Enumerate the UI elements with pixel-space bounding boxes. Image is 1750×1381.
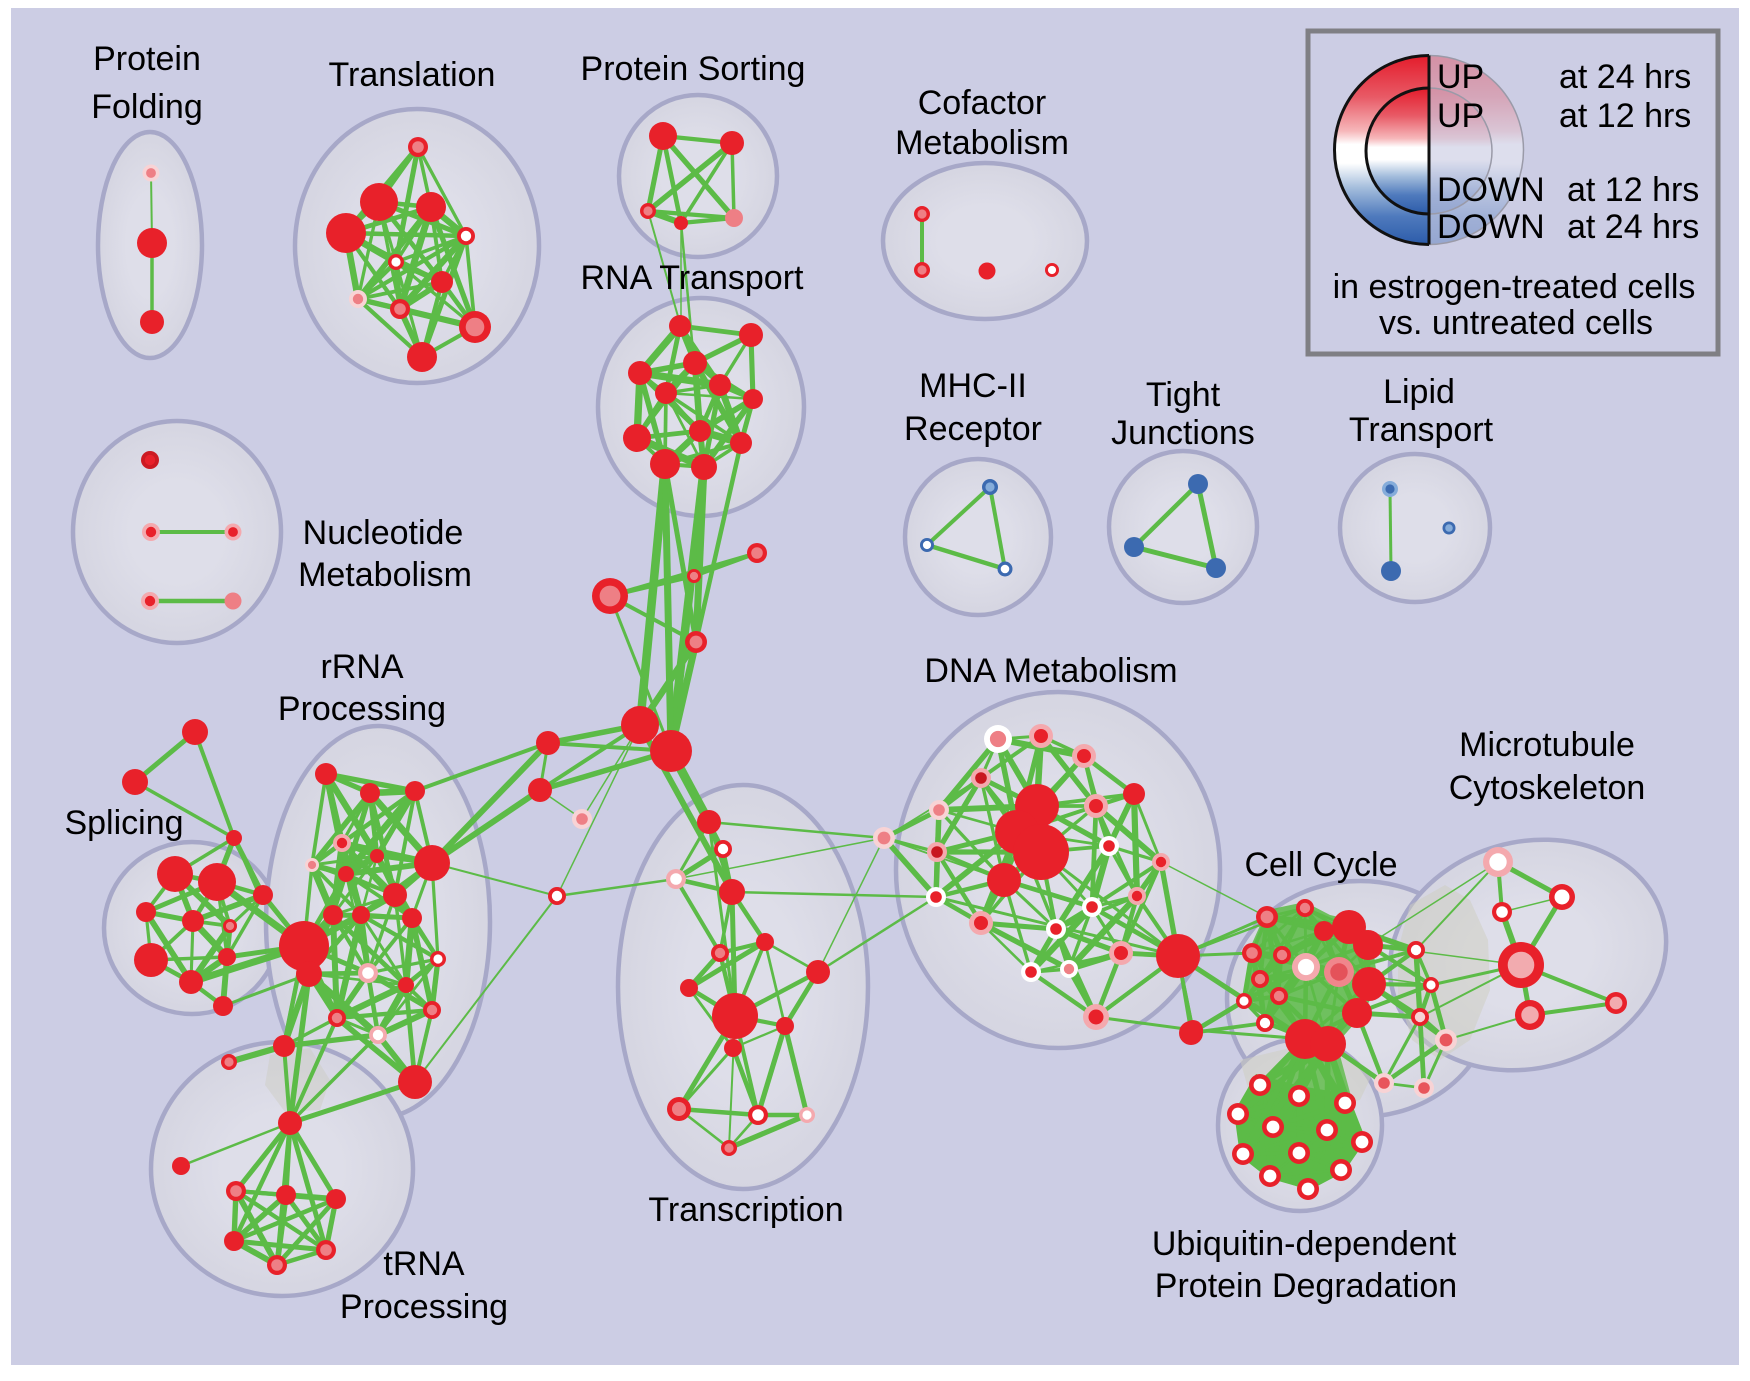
svg-text:Receptor: Receptor (904, 410, 1042, 448)
svg-text:Microtubule: Microtubule (1459, 726, 1635, 764)
svg-text:rRNA: rRNA (320, 648, 403, 686)
svg-text:Junctions: Junctions (1111, 414, 1255, 452)
svg-text:at 12 hrs: at 12 hrs (1559, 97, 1691, 135)
svg-text:Transcription: Transcription (648, 1191, 843, 1229)
svg-text:Processing: Processing (340, 1288, 508, 1326)
svg-text:UP: UP (1437, 58, 1484, 96)
svg-text:at 24 hrs: at 24 hrs (1567, 208, 1699, 246)
svg-text:at 12 hrs: at 12 hrs (1567, 171, 1699, 209)
svg-text:DNA Metabolism: DNA Metabolism (924, 652, 1177, 690)
svg-text:MHC-II: MHC-II (919, 367, 1027, 405)
svg-text:DOWN: DOWN (1437, 208, 1545, 246)
svg-text:Lipid: Lipid (1383, 373, 1455, 411)
svg-text:Cell Cycle: Cell Cycle (1244, 846, 1397, 884)
svg-text:Tight: Tight (1146, 376, 1221, 414)
svg-text:Folding: Folding (91, 88, 203, 126)
svg-text:Transport: Transport (1349, 411, 1494, 449)
svg-text:Metabolism: Metabolism (298, 556, 472, 594)
svg-text:Splicing: Splicing (64, 804, 183, 842)
svg-text:Protein: Protein (93, 40, 201, 78)
svg-text:in estrogen-treated cells: in estrogen-treated cells (1333, 268, 1696, 306)
svg-text:Protein Sorting: Protein Sorting (581, 50, 806, 88)
svg-text:vs. untreated cells: vs. untreated cells (1379, 304, 1653, 342)
svg-text:UP: UP (1437, 97, 1484, 135)
svg-text:Cytoskeleton: Cytoskeleton (1449, 769, 1646, 807)
svg-text:RNA Transport: RNA Transport (581, 259, 805, 297)
svg-text:tRNA: tRNA (383, 1245, 465, 1283)
svg-text:Ubiquitin-dependent: Ubiquitin-dependent (1152, 1225, 1457, 1263)
svg-text:DOWN: DOWN (1437, 171, 1545, 209)
svg-text:Protein Degradation: Protein Degradation (1155, 1267, 1457, 1305)
svg-text:Cofactor: Cofactor (918, 84, 1047, 122)
svg-text:Processing: Processing (278, 690, 446, 728)
svg-text:Nucleotide: Nucleotide (303, 514, 464, 552)
svg-text:Metabolism: Metabolism (895, 124, 1069, 162)
svg-text:at 24 hrs: at 24 hrs (1559, 58, 1691, 96)
svg-text:Translation: Translation (329, 56, 496, 94)
